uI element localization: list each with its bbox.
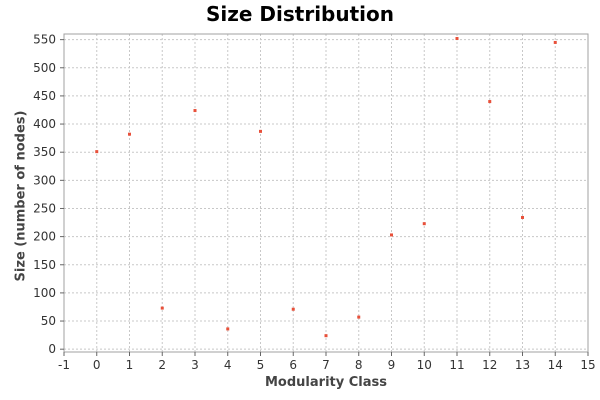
x-tick-label: 2 (158, 358, 166, 372)
x-tick-label: 4 (224, 358, 232, 372)
y-axis-label: Size (number of nodes) (13, 110, 29, 282)
data-point (291, 307, 295, 311)
x-tick-label: 13 (515, 358, 530, 372)
data-point (390, 233, 393, 237)
y-tick-label: 100 (33, 286, 56, 300)
data-point (357, 315, 361, 319)
data-point (488, 100, 492, 104)
y-tick-label: 150 (33, 258, 56, 272)
data-point (160, 306, 164, 310)
x-tick-label: 10 (417, 358, 432, 372)
x-tick-label: 1 (126, 358, 134, 372)
chart-title: Size Distribution (205, 2, 395, 26)
x-tick-label: 9 (388, 358, 396, 372)
data-point (128, 132, 131, 136)
y-tick-label: 200 (33, 230, 56, 244)
x-tick-label: 3 (191, 358, 199, 372)
y-tick-label: 450 (33, 89, 56, 103)
x-tick-label: 12 (482, 358, 497, 372)
y-tick-label: 350 (33, 145, 56, 159)
x-tick-label: 0 (93, 358, 101, 372)
y-tick-label: 0 (48, 342, 56, 356)
data-point (521, 215, 524, 219)
x-tick-label: -1 (58, 358, 70, 372)
x-tick-label: 6 (289, 358, 297, 372)
data-point (324, 334, 328, 338)
data-point (553, 40, 557, 44)
data-point (455, 37, 459, 41)
data-point (193, 109, 197, 113)
x-tick-label: 15 (580, 358, 595, 372)
y-tick-label: 500 (33, 61, 56, 75)
y-tick-label: 400 (33, 117, 56, 131)
x-tick-label: 14 (548, 358, 563, 372)
y-tick-label: 550 (33, 33, 56, 47)
data-point (422, 222, 426, 226)
x-tick-label: 11 (449, 358, 464, 372)
x-tick-label: 5 (257, 358, 265, 372)
data-point (95, 150, 99, 154)
plot-area (64, 34, 588, 352)
y-tick-label: 50 (41, 314, 56, 328)
y-tick-label: 300 (33, 173, 56, 187)
x-tick-label: 8 (355, 358, 363, 372)
x-axis-label: Modularity Class (265, 375, 387, 390)
data-point (226, 327, 230, 331)
y-tick-label: 250 (33, 201, 56, 215)
data-point (259, 129, 262, 133)
x-tick-label: 7 (322, 358, 330, 372)
